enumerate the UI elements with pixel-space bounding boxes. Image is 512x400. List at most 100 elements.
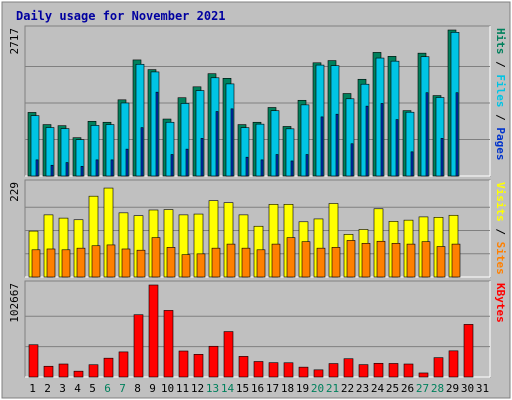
hits-legend-separator: / — [494, 108, 507, 128]
x-tick-label: 20 — [311, 382, 324, 395]
visits-bar-sites — [316, 247, 326, 278]
kbytes-bar-kbytes — [43, 365, 54, 378]
kbytes-ymax-label: 102667 — [8, 283, 21, 323]
hits-bar-pages — [65, 162, 69, 177]
x-tick-label: 24 — [371, 382, 385, 395]
hits-bar-pages — [245, 156, 249, 177]
x-tick-label: 4 — [74, 382, 81, 395]
x-tick-label: 10 — [161, 382, 174, 395]
chart-title: Daily usage for November 2021 — [16, 9, 226, 23]
hits-series-pages — [35, 91, 459, 177]
visits-bar-sites — [181, 254, 191, 278]
hits-bar-pages — [320, 116, 324, 177]
hits-bar-files — [375, 57, 385, 177]
hits-bar-pages — [140, 127, 144, 177]
visits-series-sites — [31, 237, 461, 278]
hits-bar-pages — [455, 92, 459, 177]
kbytes-bar-kbytes — [313, 369, 324, 378]
hits-bar-pages — [110, 159, 114, 177]
hits-legend-separator: / — [494, 55, 507, 75]
hits-bar-files — [255, 123, 265, 177]
hits-bar-files — [330, 65, 340, 177]
kbytes-bar-kbytes — [103, 357, 114, 378]
x-tick-label: 17 — [266, 382, 279, 395]
kbytes-series-kbytes — [28, 284, 474, 378]
visits-legend-visits: Visits — [494, 182, 507, 222]
x-axis: 1 2 3 4 5 6 7 8 9 10 11 12 13 14 15 16 17 18 19 20 21 22 23 24 2… — [29, 382, 489, 395]
visits-bar-sites — [376, 240, 386, 278]
kbytes-bar-kbytes — [208, 345, 219, 378]
x-tick-label: 19 — [296, 382, 309, 395]
hits-bar-pages — [275, 154, 279, 177]
visits-ymax-label: 229 — [8, 182, 21, 202]
hits-bar-pages — [425, 92, 429, 177]
visits-bar-sites — [106, 244, 116, 278]
x-tick-label: 29 — [446, 382, 459, 395]
hits-bar-files — [345, 98, 355, 177]
hits-bar-pages — [440, 138, 444, 177]
kbytes-bar-kbytes — [238, 356, 249, 378]
hits-bar-files — [150, 71, 160, 177]
hits-bar-pages — [125, 148, 129, 177]
x-tick-label: 27 — [416, 382, 429, 395]
hits-bar-pages — [305, 154, 309, 177]
hits-bar-files — [105, 124, 115, 177]
kbytes-bar-kbytes — [268, 362, 279, 378]
hits-bar-pages — [290, 160, 294, 177]
hits-bar-files — [120, 102, 130, 177]
hits-bar-pages — [95, 159, 99, 177]
hits-bar-pages — [50, 164, 54, 177]
visits-bar-sites — [331, 247, 341, 278]
x-tick-label: 11 — [176, 382, 189, 395]
x-tick-label: 3 — [59, 382, 66, 395]
x-tick-label: 8 — [134, 382, 141, 395]
kbytes-bar-kbytes — [463, 324, 474, 378]
visits-bar-sites — [391, 242, 401, 278]
visits-bar-sites — [286, 237, 296, 278]
visits-bar-sites — [301, 241, 311, 278]
hits-bar-files — [45, 127, 55, 177]
kbytes-bar-kbytes — [283, 362, 294, 378]
hits-bar-files — [270, 110, 280, 177]
hits-legend-files: Files — [494, 74, 507, 107]
visits-legend: Visits / Sites — [494, 182, 507, 275]
hits-bar-files — [195, 90, 205, 177]
hits-bar-pages — [200, 138, 204, 177]
hits-bar-pages — [410, 151, 414, 177]
kbytes-bar-kbytes — [253, 361, 264, 378]
x-tick-label: 21 — [326, 382, 339, 395]
hits-bar-files — [75, 139, 85, 177]
kbytes-bar-kbytes — [133, 314, 144, 378]
hits-bar-files — [225, 83, 235, 177]
kbytes-bar-kbytes — [433, 357, 444, 378]
kbytes-plot-area — [24, 280, 491, 378]
visits-bar-sites — [226, 243, 236, 278]
visits-bar-sites — [256, 249, 266, 278]
visits-bar-sites — [166, 247, 176, 278]
visits-bar-sites — [121, 248, 131, 278]
kbytes-bar-kbytes — [448, 350, 459, 378]
hits-bar-pages — [80, 166, 84, 177]
x-tick-label: 5 — [89, 382, 96, 395]
visits-legend-separator: / — [494, 222, 507, 242]
hits-bar-files — [30, 115, 40, 177]
hits-series-files — [30, 32, 460, 177]
hits-bar-files — [360, 83, 370, 177]
hits-bar-pages — [365, 105, 369, 177]
x-tick-label: 9 — [149, 382, 156, 395]
kbytes-bar-kbytes — [58, 363, 69, 378]
panel-hits: 2717 Hits / Files / Pages — [8, 25, 507, 177]
hits-bar-pages — [155, 91, 159, 177]
visits-bar-sites — [76, 247, 86, 278]
kbytes-legend: KBytes — [494, 283, 507, 323]
hits-bar-files — [405, 111, 415, 177]
hits-bar-files — [210, 77, 220, 177]
visits-bar-sites — [451, 243, 461, 278]
hits-bar-files — [450, 32, 460, 177]
hits-bar-pages — [350, 143, 354, 177]
kbytes-bar-kbytes — [298, 366, 309, 378]
hits-bar-pages — [395, 119, 399, 177]
visits-bar-sites — [211, 247, 221, 278]
